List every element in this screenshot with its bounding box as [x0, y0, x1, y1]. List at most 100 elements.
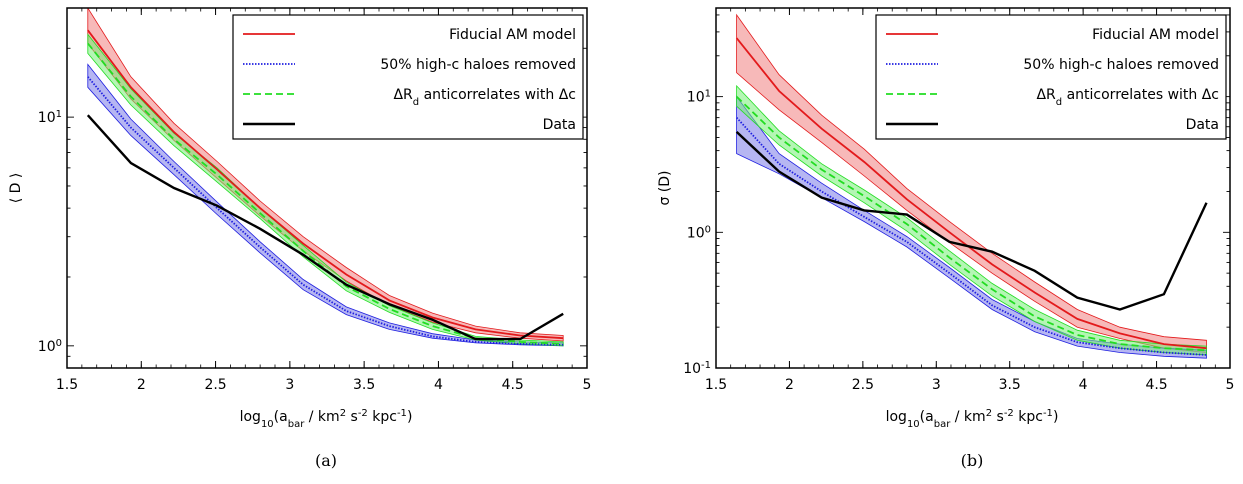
- data-point-s3-7: [1034, 270, 1036, 272]
- legend-label-3: Data: [1186, 117, 1219, 133]
- x-tick-label: 3: [285, 377, 294, 393]
- x-tick-label: 4.5: [502, 377, 524, 393]
- legend-label-2: ΔRd anticorrelates with Δc: [393, 87, 576, 108]
- data-point-s1-9: [1119, 347, 1121, 349]
- data-point-s1-2: [173, 167, 175, 169]
- data-point-s2-9: [1119, 343, 1121, 345]
- data-point-s2-5: [949, 257, 951, 259]
- legend-label-1: 50% high-c haloes removed: [380, 57, 576, 73]
- y-tick-base: 10: [687, 90, 705, 106]
- y-tick-base: 10: [683, 361, 701, 377]
- data-point-s0-9: [475, 329, 477, 331]
- x-label-sub: bar: [934, 419, 951, 430]
- x-tick-label: 5: [1226, 377, 1235, 393]
- legend: Fiducial AM model 50% high-c haloes remov…: [232, 14, 584, 140]
- x-label-part: / km: [304, 409, 339, 425]
- data-point-s2-0: [736, 96, 738, 98]
- x-tick-label: 3.5: [353, 377, 375, 393]
- data-point-s2-2: [173, 138, 175, 140]
- data-point-s3-10: [1163, 293, 1165, 295]
- data-point-s0-3: [863, 161, 865, 163]
- data-point-s2-5: [302, 250, 304, 252]
- data-point-s3-5: [302, 254, 304, 256]
- legend-part: ΔR: [393, 87, 413, 103]
- data-point-s2-8: [1076, 334, 1078, 336]
- y-tick-base: 10: [38, 339, 56, 355]
- y-axis-label: ⟨ D ⟩: [8, 173, 24, 204]
- y-tick-exponent: 0: [56, 337, 62, 348]
- data-point-s0-7: [1034, 292, 1036, 294]
- data-point-s1-11: [1206, 354, 1208, 356]
- data-point-s1-6: [991, 304, 993, 306]
- data-point-s3-4: [259, 228, 261, 230]
- x-axis-label: log10(abar / km2 s-2 kpc-1): [886, 408, 1059, 430]
- y-tick-base: 10: [687, 225, 705, 241]
- plot-frame: [66, 7, 588, 369]
- x-tick-label: 5: [583, 377, 592, 393]
- x-label-part: kpc: [368, 409, 397, 425]
- x-label-part: s: [992, 409, 1004, 425]
- data-point-s1-2: [821, 191, 823, 193]
- legend-sub: d: [1056, 97, 1062, 108]
- x-label-part: ): [407, 409, 412, 425]
- data-point-s3-0: [736, 131, 738, 133]
- data-point-s2-4: [259, 212, 261, 214]
- data-point-s0-11: [1206, 347, 1208, 349]
- data-point-s2-11: [1206, 349, 1208, 351]
- x-label-part: (a: [274, 409, 288, 425]
- legend-label-2: ΔRd anticorrelates with Δc: [1036, 87, 1219, 108]
- data-point-s1-9: [475, 341, 477, 343]
- data-point-s3-2: [821, 197, 823, 199]
- data-point-s0-11: [562, 337, 564, 339]
- data-point-s0-3: [216, 169, 218, 171]
- x-label-part: ): [1053, 409, 1058, 425]
- data-point-s3-1: [778, 171, 780, 173]
- x-tick-label: 3: [932, 377, 941, 393]
- x-tick-label: 3.5: [999, 377, 1021, 393]
- x-label-sup: 2: [340, 408, 346, 419]
- data-point-s2-10: [519, 341, 521, 343]
- series-line-0: [735, 37, 1207, 350]
- data-point-s0-2: [821, 128, 823, 130]
- x-tick-label: 2.5: [204, 377, 226, 393]
- legend-label-0: Fiducial AM model: [1092, 27, 1219, 43]
- data-point-s1-8: [432, 336, 434, 338]
- panel-caption: (b): [961, 451, 984, 470]
- data-point-s2-1: [778, 137, 780, 139]
- legend-label-1: 50% high-c haloes removed: [1023, 57, 1219, 73]
- data-point-s0-4: [906, 198, 908, 200]
- data-point-s0-1: [130, 86, 132, 88]
- x-tick-label: 2.5: [852, 377, 874, 393]
- x-axis-label: log10(abar / km2 s-2 kpc-1): [240, 408, 413, 430]
- x-tick-label: 2: [137, 377, 146, 393]
- y-axis-label: σ (D): [657, 170, 673, 205]
- data-point-s3-11: [1206, 202, 1208, 204]
- data-point-s2-1: [130, 96, 132, 98]
- panel-caption: (a): [315, 451, 337, 470]
- legend-part: anticorrelates with Δc: [419, 87, 576, 103]
- data-point-s0-6: [345, 274, 347, 276]
- data-point-s3-1: [130, 162, 132, 164]
- x-tick-label: 4.5: [1145, 377, 1167, 393]
- data-point-s3-5: [949, 241, 951, 243]
- x-label-part: log: [240, 409, 261, 425]
- x-label-sup: -2: [358, 408, 368, 419]
- data-point-s1-6: [345, 310, 347, 312]
- x-tick-label: 1.5: [705, 377, 727, 393]
- data-point-s0-8: [432, 317, 434, 319]
- series-line-1: [87, 76, 564, 346]
- x-label-part: kpc: [1014, 409, 1043, 425]
- data-point-s2-8: [432, 325, 434, 327]
- x-label-sub: bar: [288, 419, 305, 430]
- data-point-s3-7: [389, 303, 391, 305]
- data-point-s0-10: [1163, 343, 1165, 345]
- data-point-s0-7: [389, 300, 391, 302]
- data-point-s2-0: [87, 43, 89, 45]
- x-label-sup: 2: [986, 408, 992, 419]
- data-point-s1-10: [1163, 352, 1165, 354]
- y-tick-label: 101: [687, 88, 711, 106]
- x-tick-label: 1.5: [56, 377, 78, 393]
